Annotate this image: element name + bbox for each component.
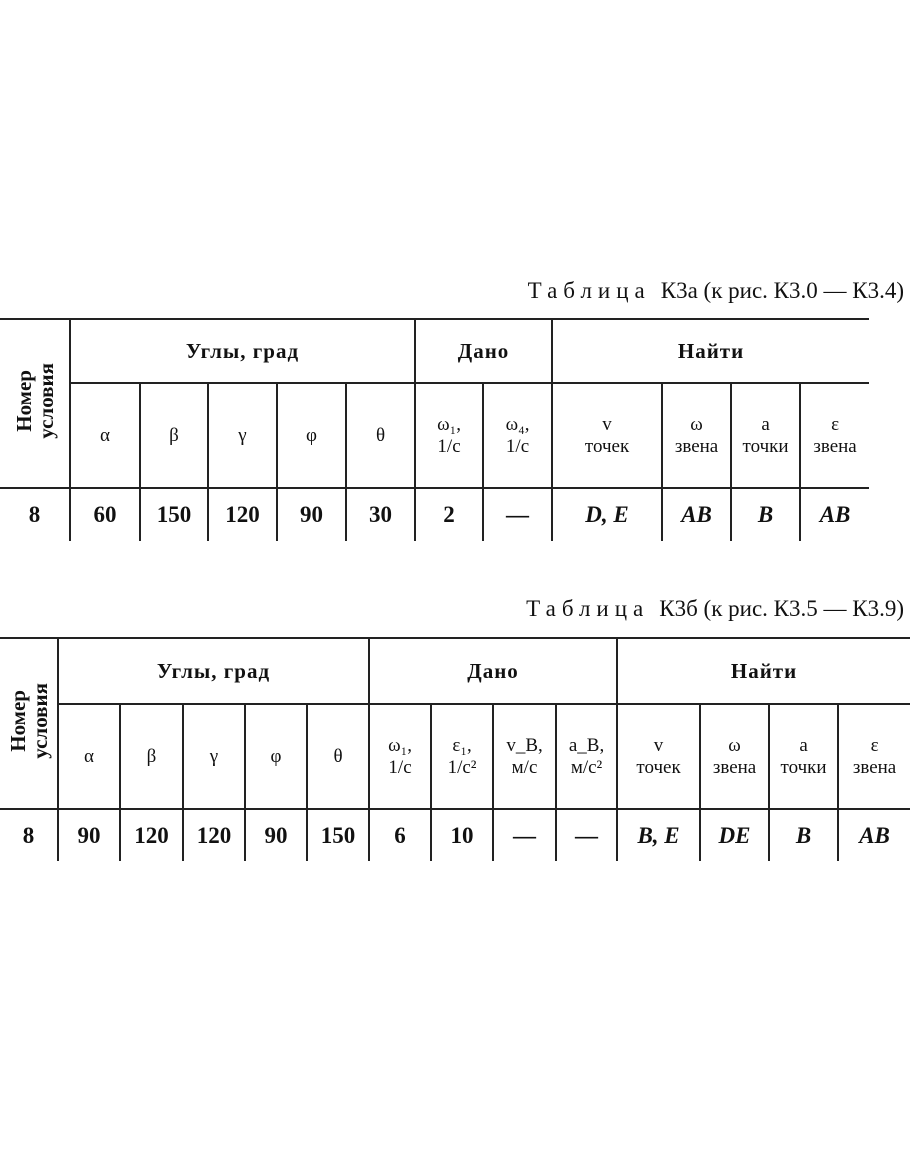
group-header: Найти <box>551 318 870 384</box>
column-header: α <box>57 704 120 810</box>
group-header: Углы, град <box>56 637 370 705</box>
cell: D, E <box>551 488 663 541</box>
cell: 90 <box>57 809 120 861</box>
cell: AB <box>837 809 910 861</box>
cell: 150 <box>139 488 208 541</box>
column-header: ε звена <box>799 383 870 489</box>
cell: — <box>555 809 618 861</box>
row-header: Номер условия <box>0 318 70 489</box>
column-header: ω₄, 1/с <box>482 383 553 489</box>
caption-text: К3б (к рис. К3.5 — К3.9) <box>659 596 904 621</box>
cell: 30 <box>344 488 416 541</box>
table-caption: Таблица К3а (к рис. К3.0 — К3.4) <box>528 278 904 304</box>
cell: — <box>492 809 557 861</box>
row-header: Номер условия <box>0 637 58 810</box>
cell: AB <box>661 488 732 541</box>
cell: 90 <box>276 488 346 541</box>
table-caption: Таблица К3б (к рис. К3.5 — К3.9) <box>526 596 904 622</box>
cell: B, E <box>616 809 701 861</box>
cell: — <box>482 488 553 541</box>
column-header: φ <box>244 704 307 810</box>
column-header: ω₁, 1/с <box>414 383 484 489</box>
group-row: Номер условия Углы, град Дано Найти <box>0 637 910 810</box>
data-row: 8 90 120 120 90 150 6 10— — B, E DE B AB <box>0 809 910 861</box>
column-header: γ <box>182 704 245 810</box>
column-header: γ <box>207 383 277 489</box>
column-row: α β γ φ θ ω₁, 1/с ω₄, 1/с v точек ω звена a точки… <box>0 383 870 489</box>
row-header-text: Номер условия <box>11 363 58 439</box>
column-header: β <box>139 383 208 489</box>
cell: 150 <box>305 809 370 861</box>
column-header: ω₁, 1/с <box>368 704 432 810</box>
cell: AB <box>799 488 870 541</box>
group-header: Углы, град <box>68 318 416 384</box>
column-header: φ <box>276 383 346 489</box>
cell: 120 <box>119 809 183 861</box>
cell: 90 <box>244 809 307 861</box>
column-header: β <box>119 704 183 810</box>
column-header: v точек <box>616 704 701 810</box>
cell: DE <box>699 809 770 861</box>
group-header: Дано <box>368 637 618 705</box>
cell: 120 <box>182 809 245 861</box>
cell: 10 <box>430 809 494 861</box>
column-header: ω звена <box>699 704 770 810</box>
column-header: v_B, м/с <box>492 704 557 810</box>
cell: 8 <box>22 822 35 848</box>
column-header: ε звена <box>837 704 910 810</box>
column-header: v точек <box>551 383 663 489</box>
column-header: a_B, м/с² <box>555 704 618 810</box>
column-row: α β γ φ θ ω₁, 1/с ε₁, 1/с² v_B, м/с a_B, м/с² v т… <box>0 704 910 810</box>
cell: 8 <box>28 502 41 527</box>
column-header: θ <box>305 704 370 810</box>
cell: 2 <box>414 488 484 541</box>
data-table: Номер условия Углы, град Дано Найти α β γ φ θ ω₁,… <box>0 637 910 861</box>
column-header: ε₁, 1/с² <box>430 704 494 810</box>
column-header: a точки <box>768 704 839 810</box>
group-header: Дано <box>414 318 553 384</box>
group-row: Номер условия Углы, град Дано Найти <box>0 318 870 489</box>
caption-label: Таблица <box>526 596 650 621</box>
column-header: α <box>69 383 140 489</box>
cell: 6 <box>368 809 432 861</box>
cell: 60 <box>69 488 140 541</box>
row-header-text: Номер условия <box>5 683 52 759</box>
column-header: θ <box>344 383 416 489</box>
cell: 120 <box>207 488 277 541</box>
caption-label: Таблица <box>527 278 651 303</box>
group-header: Найти <box>616 637 910 705</box>
column-header: ω звена <box>661 383 732 489</box>
column-header: a точки <box>730 383 801 489</box>
data-row: 8 60 150 120 90 30 2— D, E AB B AB <box>0 488 870 541</box>
data-table: Номер условия Углы, град Дано Найти α β γ φ θ ω₁,… <box>0 318 870 541</box>
cell: B <box>768 809 839 861</box>
caption-text: К3а (к рис. К3.0 — К3.4) <box>660 278 904 303</box>
cell: B <box>730 488 801 541</box>
